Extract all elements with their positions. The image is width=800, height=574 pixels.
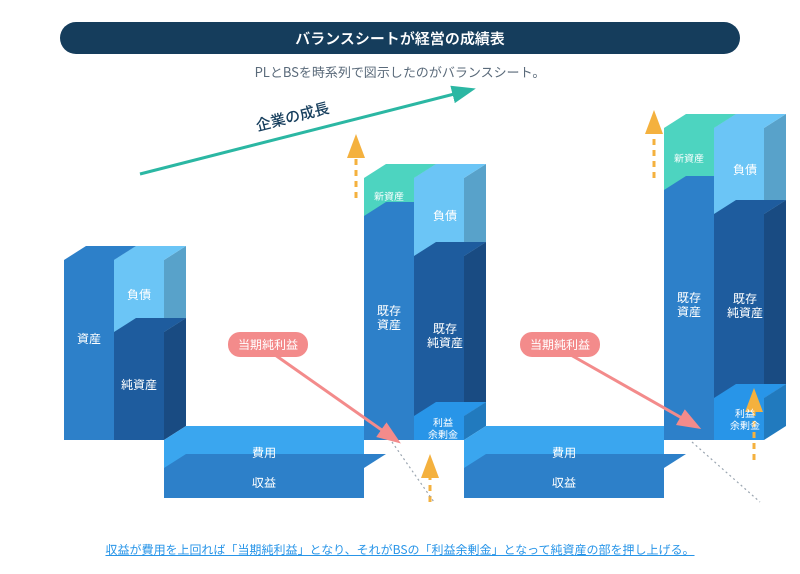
diagram-label: 負債 <box>114 288 164 302</box>
diagram-label: 既存資産 <box>664 291 714 320</box>
diagram-label: 収益 <box>464 476 664 490</box>
net-income-pill: 当期純利益 <box>228 332 308 357</box>
net-income-pill: 当期純利益 <box>520 332 600 357</box>
diagram-label: 新資産 <box>664 152 714 164</box>
diagram-label: 純資産 <box>114 378 164 392</box>
diagram-label: 資産 <box>64 332 114 346</box>
diagram-label: 既存純資産 <box>420 322 470 351</box>
diagram-label: 費用 <box>164 446 364 460</box>
diagram-label: 利益余剰金 <box>418 416 468 440</box>
diagram-label: 既存純資産 <box>720 292 770 321</box>
diagram-label: 費用 <box>464 446 664 460</box>
diagram-label: 負債 <box>420 209 470 223</box>
diagram-label: 利益余剰金 <box>720 407 770 431</box>
diagram-label: 負債 <box>720 163 770 177</box>
diagram-label: 新資産 <box>364 190 414 202</box>
diagram-svg <box>0 0 800 574</box>
diagram-label: 収益 <box>164 476 364 490</box>
diagram-label: 既存資産 <box>364 304 414 333</box>
